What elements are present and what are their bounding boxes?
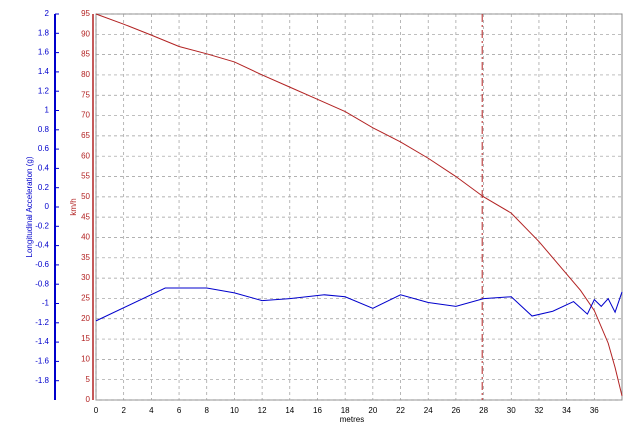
- y2-tick-label: 90: [81, 29, 90, 38]
- y-tick-label: 1.8: [38, 28, 50, 37]
- y-tick-label: 1.6: [38, 48, 50, 57]
- x-tick-label: 24: [424, 406, 433, 415]
- y2-tick-label: 5: [86, 375, 91, 384]
- x-tick-label: 22: [396, 406, 405, 415]
- y-axis-title: Longitudinal Acceleration (g): [25, 156, 34, 257]
- y-tick-label: -1: [42, 299, 50, 308]
- x-tick-label: 0: [94, 406, 99, 415]
- x-tick-label: 28: [479, 406, 488, 415]
- x-tick-label: 26: [451, 406, 460, 415]
- x-axis-title: metres: [340, 415, 364, 424]
- y2-tick-label: 35: [81, 253, 90, 262]
- y-tick-label: 0.4: [38, 164, 50, 173]
- x-tick-label: 2: [121, 406, 126, 415]
- y-tick-label: 0.2: [38, 183, 50, 192]
- x-tick-label: 14: [285, 406, 294, 415]
- y2-tick-label: 40: [81, 233, 90, 242]
- x-tick-label: 34: [562, 406, 571, 415]
- y-tick-label: -1.4: [35, 337, 49, 346]
- y-tick-label: -0.4: [35, 241, 49, 250]
- y2-tick-label: 25: [81, 294, 90, 303]
- y2-tick-label: 75: [81, 90, 90, 99]
- x-tick-label: 12: [258, 406, 267, 415]
- y-tick-label: -1.2: [35, 318, 49, 327]
- plot-area: [95, 13, 623, 401]
- y-tick-label: -0.8: [35, 279, 49, 288]
- y-tick-label: 0.8: [38, 125, 50, 134]
- y2-tick-label: 10: [81, 354, 90, 363]
- y2-tick-label: 30: [81, 273, 90, 282]
- x-tick-label: 6: [177, 406, 182, 415]
- y2-tick-label: 0: [86, 395, 91, 404]
- y-tick-label: -0.6: [35, 260, 49, 269]
- series-line: [95, 287, 623, 322]
- y-tick-label: -1.8: [35, 376, 49, 385]
- y-tick-label: 0: [45, 202, 50, 211]
- y2-tick-label: 20: [81, 314, 90, 323]
- x-tick-label: 32: [534, 406, 543, 415]
- y2-tick-label: 70: [81, 111, 90, 120]
- y-tick-label: 1: [45, 106, 50, 115]
- y2-tick-label: 45: [81, 212, 90, 221]
- y2-tick-label: 50: [81, 192, 90, 201]
- x-tick-label: 16: [313, 406, 322, 415]
- y2-tick-label: 15: [81, 334, 90, 343]
- x-tick-label: 18: [341, 406, 350, 415]
- y-tick-label: 1.2: [38, 86, 50, 95]
- y-tick-label: 0.6: [38, 144, 50, 153]
- y-tick-label: -1.6: [35, 357, 49, 366]
- y2-tick-label: 80: [81, 70, 90, 79]
- x-tick-label: 4: [149, 406, 154, 415]
- y-tick-label: 2: [45, 9, 50, 18]
- x-tick-label: 36: [590, 406, 599, 415]
- x-tick-label: 8: [205, 406, 210, 415]
- x-tick-label: 20: [368, 406, 377, 415]
- y2-tick-label: 55: [81, 172, 90, 181]
- y-tick-label: -0.2: [35, 221, 49, 230]
- y2-tick-label: 95: [81, 9, 90, 18]
- series-line: [95, 13, 623, 397]
- y-tick-label: 1.4: [38, 67, 50, 76]
- x-tick-label: 30: [507, 406, 516, 415]
- y2-tick-label: 65: [81, 131, 90, 140]
- y2-tick-label: 60: [81, 151, 90, 160]
- y2-axis-title: km/h: [69, 198, 78, 215]
- y2-tick-label: 85: [81, 50, 90, 59]
- x-tick-label: 10: [230, 406, 239, 415]
